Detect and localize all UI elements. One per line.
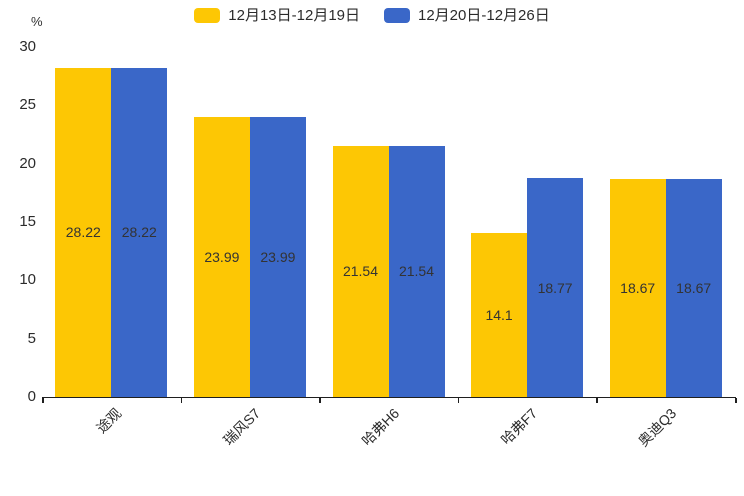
bar-12月20日-12月26日[interactable]: [111, 67, 168, 397]
bar-12月20日-12月26日[interactable]: [388, 145, 445, 397]
legend-swatch-week1: [194, 7, 221, 23]
legend: 12月13日-12月19日 12月20日-12月26日: [0, 7, 744, 23]
y-axis-tick-label: 15: [19, 213, 36, 230]
y-axis-tick-label: 20: [19, 154, 36, 172]
y-axis-tick-label: 10: [19, 271, 36, 289]
y-axis-unit-label: %: [31, 14, 43, 29]
legend-swatch-week2: [384, 7, 410, 23]
x-axis-tick: [735, 398, 737, 403]
x-axis-category-label: 瑞风S7: [219, 405, 264, 449]
bar-12月13日-12月19日[interactable]: [193, 117, 250, 397]
bar-12月13日-12月19日[interactable]: [332, 145, 389, 397]
legend-label-week1: 12月13日-12月19日: [228, 7, 360, 24]
bar-12月20日-12月26日[interactable]: [527, 178, 584, 397]
x-axis-tick: [180, 398, 183, 403]
bar-12月13日-12月19日[interactable]: [55, 67, 112, 397]
x-axis-category-label: 途观: [93, 405, 125, 437]
bar-12月13日-12月19日[interactable]: [471, 232, 528, 397]
x-axis-tick: [457, 398, 460, 403]
bar-value-label: 21.54: [342, 263, 379, 280]
y-axis-tick-label: 30: [19, 38, 36, 55]
bar-value-label: 28.22: [121, 224, 157, 241]
x-axis-tick: [596, 398, 598, 403]
x-axis-category-label: 哈弗H6: [358, 405, 402, 449]
bar-value-label: 28.22: [65, 224, 101, 241]
bar-value-label: 18.67: [620, 280, 656, 297]
x-axis-category-label: 奥迪Q3: [634, 405, 680, 450]
bar-value-label: 18.77: [537, 279, 573, 296]
x-axis-tick: [42, 398, 44, 403]
legend-label-week2: 12月20日-12月26日: [418, 7, 550, 24]
bar-12月20日-12月26日[interactable]: [665, 179, 722, 397]
legend-item-week2[interactable]: 12月20日-12月26日: [384, 7, 550, 23]
bar-12月13日-12月19日[interactable]: [609, 179, 666, 397]
bar-12月20日-12月26日[interactable]: [249, 117, 306, 397]
x-axis-category-label: 哈弗F7: [497, 405, 541, 448]
bar-value-label: 18.67: [676, 280, 712, 297]
x-axis-tick: [319, 398, 321, 403]
legend-item-week1[interactable]: 12月13日-12月19日: [194, 7, 360, 23]
y-axis-tick-label: 5: [27, 329, 36, 347]
bar-value-label: 23.99: [260, 249, 296, 266]
bar-value-label: 14.1: [485, 306, 513, 323]
y-axis-tick-label: 0: [27, 388, 36, 405]
bar-value-label: 23.99: [204, 249, 240, 266]
y-axis-tick-label: 25: [19, 96, 36, 114]
x-axis-line: [42, 397, 736, 398]
bar-value-label: 21.54: [398, 263, 435, 280]
